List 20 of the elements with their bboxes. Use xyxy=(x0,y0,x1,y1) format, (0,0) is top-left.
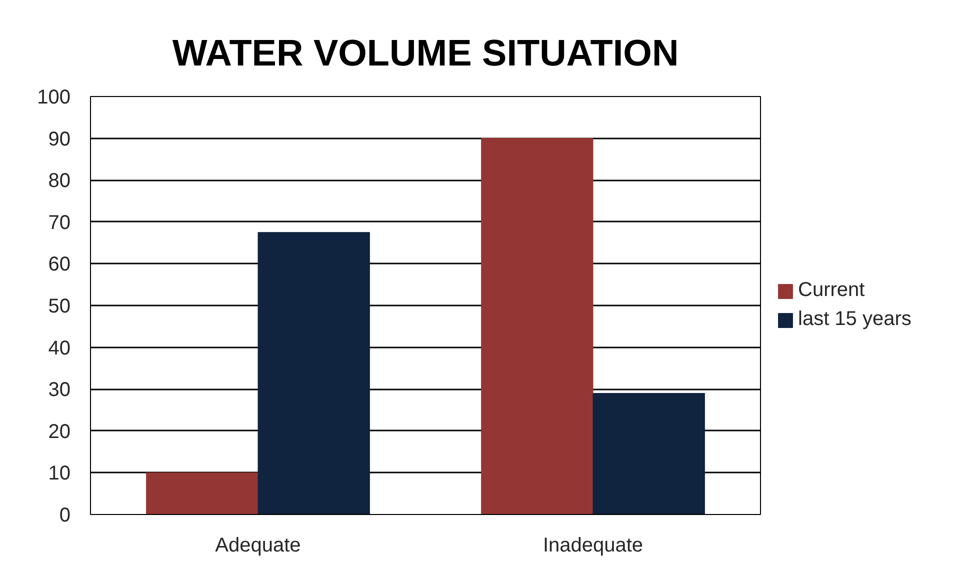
y-tick-label: 70 xyxy=(48,212,71,234)
y-tick-label: 50 xyxy=(48,296,71,318)
chart-title: WATER VOLUME SITUATION xyxy=(172,32,679,74)
y-tick-label: 20 xyxy=(48,420,71,443)
legend-label: last 15 years xyxy=(798,308,912,331)
y-tick-label: 100 xyxy=(37,86,71,108)
y-tick-label: 10 xyxy=(48,462,71,485)
x-tick-label: Adequate xyxy=(215,534,301,556)
y-tick-label: 30 xyxy=(48,379,71,402)
x-tick-label: Inadequate xyxy=(542,534,644,556)
bar xyxy=(258,232,370,514)
bar xyxy=(592,393,705,514)
bar xyxy=(481,138,594,514)
y-tick-label: 80 xyxy=(48,170,71,192)
legend-label: Current xyxy=(798,279,865,302)
y-tick-label: 60 xyxy=(48,254,71,276)
bar xyxy=(146,472,258,514)
y-tick-label: 0 xyxy=(59,504,70,526)
y-tick-label: 90 xyxy=(48,128,71,150)
y-tick-label: 40 xyxy=(48,337,71,360)
